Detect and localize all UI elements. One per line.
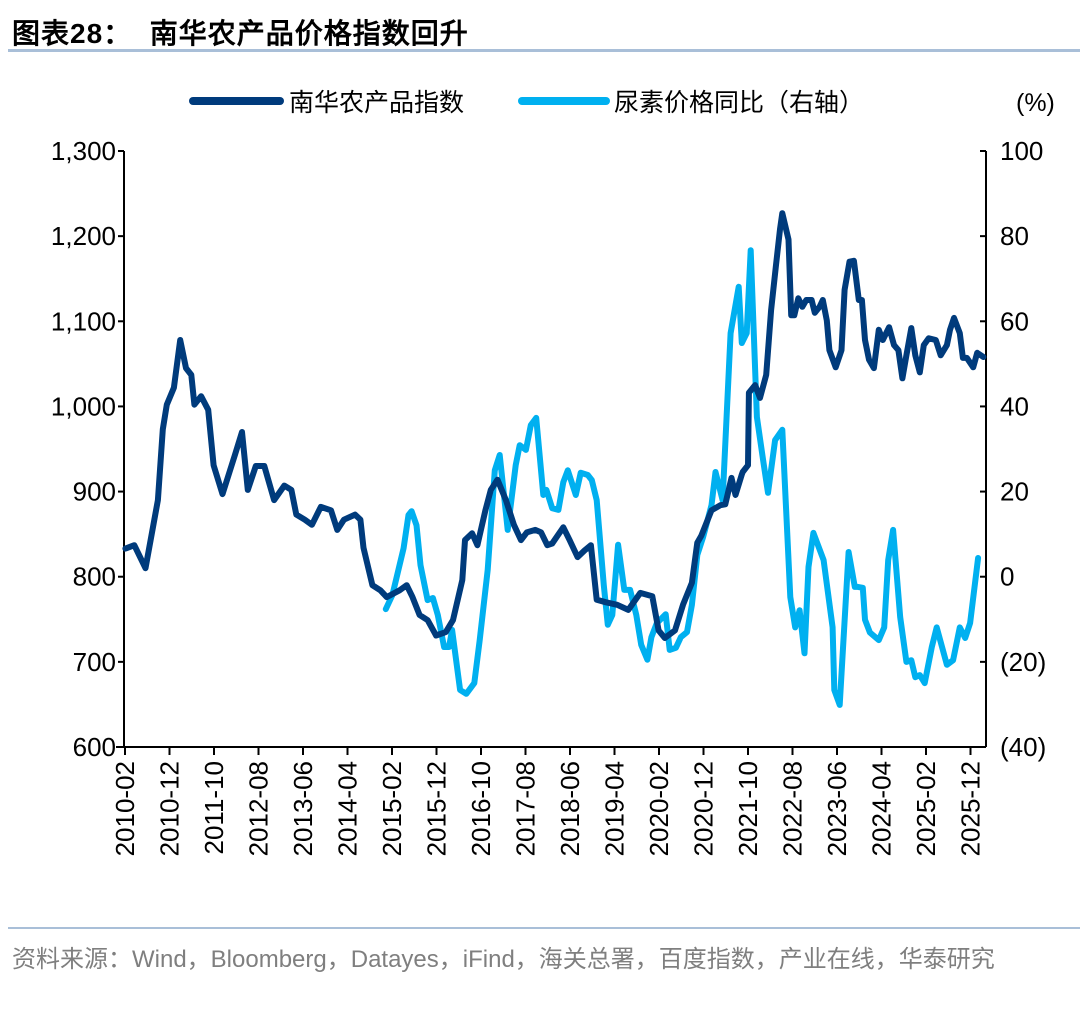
x-tick-label: 2023-06	[822, 761, 852, 856]
x-tick-label: 2020-02	[644, 761, 674, 856]
title-divider	[8, 49, 1080, 52]
footer-divider	[8, 927, 1080, 929]
source-note: 资料来源：Wind，Bloomberg，Datayes，iFind，海关总署，百…	[12, 946, 995, 973]
right-y-tick-label: 0	[1000, 562, 1014, 592]
legend: 南华农产品指数 尿素价格同比（右轴）	[189, 89, 864, 117]
x-tick-label: 2025-12	[956, 761, 986, 856]
right-y-tick-label: 40	[1000, 391, 1029, 421]
x-tick-label: 2017-08	[511, 761, 541, 856]
series-line-urea-yoy	[382, 247, 982, 708]
x-tick-label: 2012-08	[244, 761, 274, 856]
right-y-tick-label: 60	[1000, 306, 1029, 336]
left-y-tick-label: 700	[73, 647, 116, 677]
right-y-tick-label: (20)	[1000, 647, 1046, 677]
figure-title: 图表28： 南华农产品价格指数回升	[12, 18, 469, 49]
x-tick-label: 2015-12	[422, 761, 452, 856]
left-y-tick-label: 800	[73, 562, 116, 592]
x-tick-label: 2015-02	[377, 761, 407, 856]
x-tick-label: 2020-12	[689, 761, 719, 856]
left-y-tick-label: 900	[73, 477, 116, 507]
left-y-tick-label: 1,300	[51, 136, 116, 166]
legend-label-index: 南华农产品指数	[289, 89, 464, 117]
x-tick-label: 2010-12	[155, 761, 185, 856]
x-tick-label: 2018-06	[555, 761, 585, 856]
left-y-tick-label: 1,200	[51, 221, 116, 251]
x-tick-label: 2014-04	[333, 761, 363, 856]
left-y-tick-label: 1,100	[51, 306, 116, 336]
right-y-tick-label: 20	[1000, 477, 1029, 507]
axes: 6007008009001,0001,1001,2001,300(40)(20)…	[51, 136, 1046, 856]
right-axis-unit: (%)	[1016, 89, 1055, 117]
series-lines	[122, 210, 987, 708]
x-tick-label: 2022-08	[778, 761, 808, 856]
x-tick-label: 2021-10	[733, 761, 763, 856]
left-y-tick-label: 1,000	[51, 391, 116, 421]
x-tick-label: 2013-06	[288, 761, 318, 856]
x-tick-label: 2011-10	[199, 761, 229, 855]
right-y-tick-label: 80	[1000, 221, 1029, 251]
x-tick-label: 2024-04	[867, 761, 897, 856]
x-tick-label: 2010-02	[110, 761, 140, 856]
x-tick-label: 2019-04	[600, 761, 630, 856]
right-y-tick-label: 100	[1000, 136, 1043, 166]
x-tick-label: 2016-10	[466, 761, 496, 856]
series-line-nanhua-index	[122, 210, 987, 641]
left-y-tick-label: 600	[73, 732, 116, 762]
x-tick-label: 2025-02	[911, 761, 941, 856]
right-y-tick-label: (40)	[1000, 732, 1046, 762]
legend-label-urea: 尿素价格同比（右轴）	[614, 89, 864, 117]
